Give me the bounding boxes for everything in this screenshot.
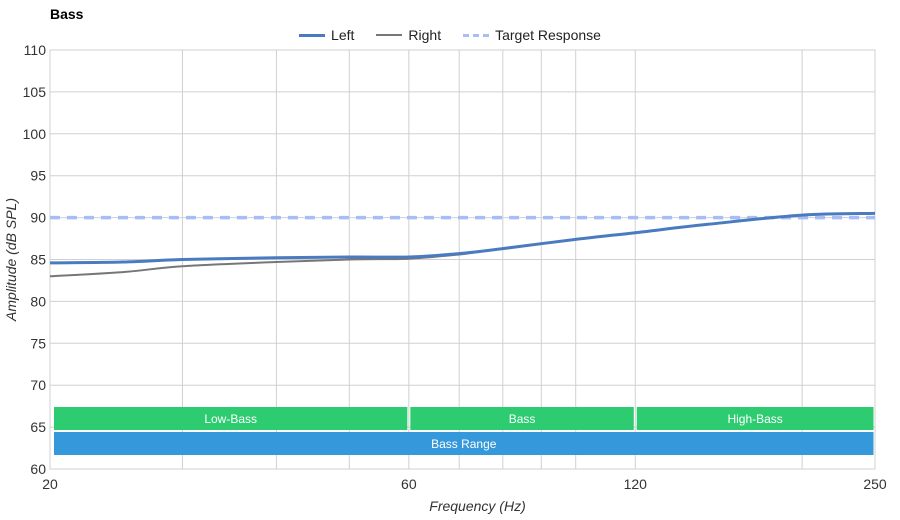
band-rect — [54, 407, 408, 430]
band-label: Bass — [509, 412, 536, 426]
x-tick-label: 60 — [401, 476, 417, 492]
series-line-left — [49, 211, 876, 265]
legend-item-left[interactable]: Left — [299, 27, 354, 43]
y-tick-label: 95 — [30, 168, 46, 184]
y-tick-label: 85 — [30, 252, 46, 268]
band-rect — [410, 407, 634, 430]
band-bass-range: Bass Range — [54, 432, 874, 455]
y-tick-label: 90 — [30, 210, 46, 226]
band-rect — [636, 407, 874, 430]
x-tick-label: 120 — [624, 476, 648, 492]
legend-label-left: Left — [331, 27, 355, 43]
x-axis-title: Frequency (Hz) — [429, 498, 525, 514]
x-tick-label: 250 — [863, 476, 887, 492]
chart-legend: Left Right Target Response — [0, 27, 900, 43]
legend-item-right[interactable]: Right — [376, 27, 441, 43]
x-tick-label: 20 — [42, 476, 58, 492]
legend-item-target[interactable]: Target Response — [463, 27, 601, 43]
y-tick-label: 65 — [30, 419, 46, 435]
legend-swatch-target — [463, 33, 490, 37]
y-tick-label: 60 — [30, 461, 46, 477]
chart-title: Bass — [50, 6, 84, 22]
y-tick-label: 105 — [23, 84, 47, 100]
band-rect — [54, 432, 874, 455]
y-tick-label: 80 — [30, 293, 46, 309]
band-low-bass: Low-Bass — [54, 407, 408, 430]
y-axis-title: Amplitude (dB SPL) — [3, 198, 19, 322]
band-high-bass: High-Bass — [636, 407, 874, 430]
y-tick-label: 70 — [30, 377, 46, 393]
legend-swatch-left — [299, 33, 326, 37]
band-label: Low-Bass — [204, 412, 257, 426]
band-label: High-Bass — [727, 412, 782, 426]
legend-label-target: Target Response — [495, 27, 601, 43]
y-tick-label: 110 — [24, 42, 47, 58]
legend-swatch-right — [376, 34, 403, 36]
legend-label-right: Right — [408, 27, 442, 43]
y-tick-label: 75 — [30, 335, 46, 351]
band-label: Bass Range — [431, 437, 497, 451]
y-tick-label: 100 — [23, 126, 47, 142]
band-bass: Bass — [410, 407, 634, 430]
